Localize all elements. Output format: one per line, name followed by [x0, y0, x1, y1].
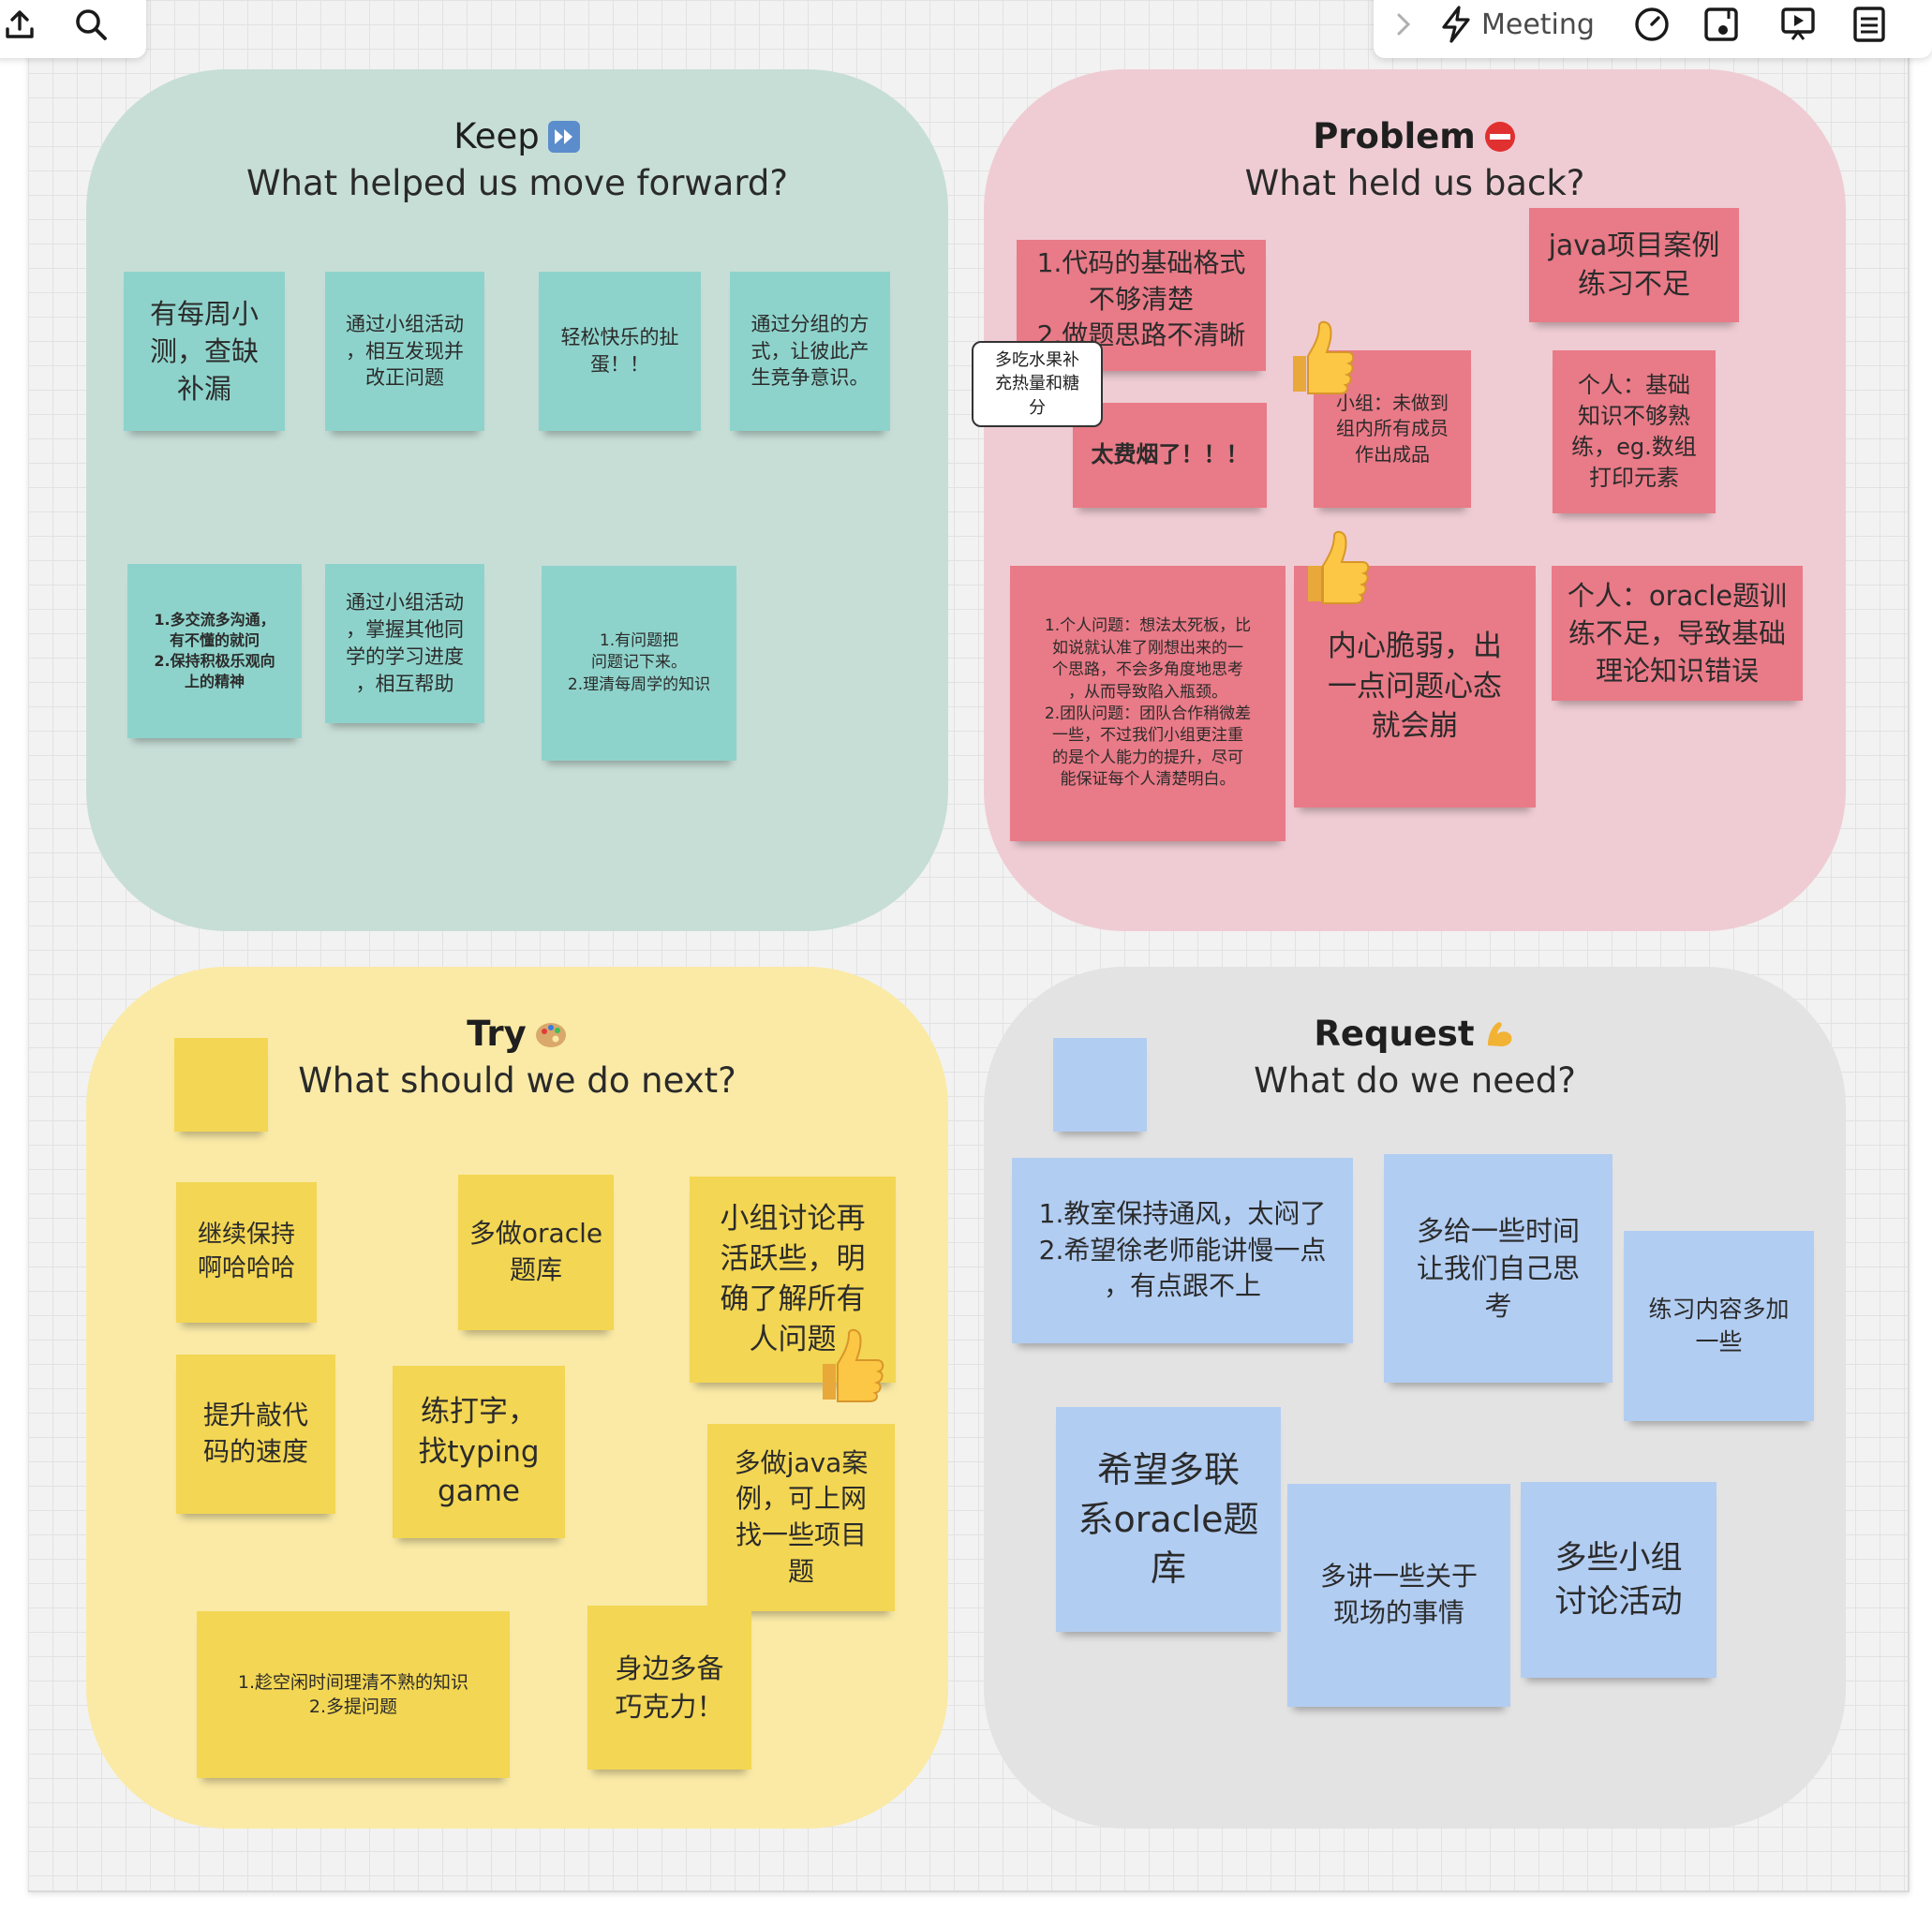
flexed-biceps-icon: [1482, 1017, 1516, 1051]
try-title: Try: [86, 1014, 948, 1054]
lightning-icon[interactable]: [1436, 5, 1476, 44]
thumbs-up-icon[interactable]: [1286, 318, 1357, 397]
timer-icon[interactable]: [1632, 5, 1672, 44]
try-subtitle: What should we do next?: [298, 1060, 736, 1101]
sticky-note[interactable]: 内心脆弱，出 一点问题心态 就会崩: [1294, 566, 1536, 807]
sticky-note[interactable]: 多做java案 例，可上网 找一些项目 题: [707, 1424, 895, 1611]
sticky-note: [1053, 1038, 1147, 1132]
sticky-note[interactable]: 多给一些时间 让我们自己思 考: [1384, 1154, 1612, 1383]
top-right-toolbar: Meeting: [1374, 0, 1932, 58]
thumbs-up-icon[interactable]: [815, 1326, 886, 1405]
upload-icon[interactable]: [0, 5, 39, 44]
sticky-note[interactable]: 继续保持 啊哈哈哈: [176, 1182, 317, 1323]
chevron-right-icon[interactable]: [1392, 5, 1415, 44]
problem-subtitle: What held us back?: [1244, 163, 1585, 203]
sticky-note[interactable]: 太费烟了！！！: [1073, 403, 1267, 508]
sticky-note[interactable]: 有每周小 测，查缺 补漏: [124, 272, 285, 431]
sticky-note[interactable]: 1.代码的基础格式 不够清楚 2.做题思路不清晰: [1017, 240, 1266, 371]
sticky-note[interactable]: 多做oracle 题库: [458, 1175, 614, 1330]
request-subtitle: What do we need?: [1254, 1060, 1576, 1101]
sticky-note[interactable]: 通过小组活动 ，相互发现并 改正问题: [325, 272, 484, 431]
presentation-icon[interactable]: [1778, 5, 1818, 44]
sticky-note[interactable]: 希望多联 系oracle题 库: [1056, 1407, 1281, 1632]
fast-forward-icon: [547, 120, 581, 154]
keep-title: Keep: [86, 116, 948, 156]
meeting-label[interactable]: Meeting: [1481, 7, 1595, 41]
thumbs-up-icon[interactable]: [1300, 528, 1372, 607]
sticky-note[interactable]: 身边多备 巧克力！: [587, 1606, 751, 1770]
notes-icon[interactable]: [1850, 5, 1889, 44]
sticky-note[interactable]: 1.趁空闲时间理清不熟的知识 2.多提问题: [197, 1611, 510, 1778]
problem-title: Problem: [984, 116, 1846, 156]
keep-subtitle: What helped us move forward?: [245, 163, 789, 203]
sticky-note[interactable]: 练打字， 找typing game: [393, 1366, 565, 1538]
sticky-note[interactable]: 1.有问题把 问题记下来。 2.理清每周学的知识: [542, 566, 736, 761]
sticky-note: [174, 1038, 268, 1132]
sticky-note[interactable]: 练习内容多加 一些: [1624, 1231, 1814, 1421]
request-title: Request: [984, 1014, 1846, 1054]
search-icon[interactable]: [71, 5, 111, 44]
sticky-note[interactable]: 1.多交流多沟通， 有不懂的就问 2.保持积极乐观向 上的精神: [127, 564, 302, 738]
sticky-note[interactable]: 1.个人问题：想法太死板，比 如说就认准了刚想出来的一 个思路，不会多角度地思考…: [1010, 566, 1286, 841]
sticky-note[interactable]: 小组讨论再 活跃些，明 确了解所有 人问题: [690, 1177, 896, 1383]
top-left-toolbar: [0, 0, 146, 58]
sticky-note[interactable]: 个人：基础 知识不够熟 练，eg.数组 打印元素: [1553, 350, 1716, 513]
sticky-note[interactable]: 轻松快乐的扯 蛋！！: [539, 272, 701, 431]
sticky-note[interactable]: 多些小组 讨论活动: [1521, 1482, 1717, 1678]
no-entry-icon: [1483, 120, 1517, 154]
frame-icon[interactable]: [1702, 5, 1741, 44]
sticky-note[interactable]: 个人：oracle题训 练不足，导致基础 理论知识错误: [1552, 566, 1803, 701]
sticky-note[interactable]: 1.教室保持通风，太闷了 2.希望徐老师能讲慢一点 ，有点跟不上: [1012, 1158, 1353, 1343]
palette-icon: [534, 1017, 568, 1051]
sticky-note[interactable]: java项目案例 练习不足: [1529, 208, 1739, 322]
sticky-note[interactable]: 提升敲代 码的速度: [176, 1355, 335, 1514]
keep-frame[interactable]: Keep What helped us move forward?: [86, 69, 948, 931]
sticky-note[interactable]: 多讲一些关于 现场的事情: [1287, 1484, 1510, 1707]
sticky-note[interactable]: 通过分组的方 式，让彼此产 生竞争意识。: [730, 272, 890, 431]
sticky-note[interactable]: 通过小组活动 ，掌握其他同 学的学习进度 ，相互帮助: [325, 564, 484, 723]
comment-bubble[interactable]: 多吃水果补 充热量和糖 分: [972, 341, 1103, 427]
